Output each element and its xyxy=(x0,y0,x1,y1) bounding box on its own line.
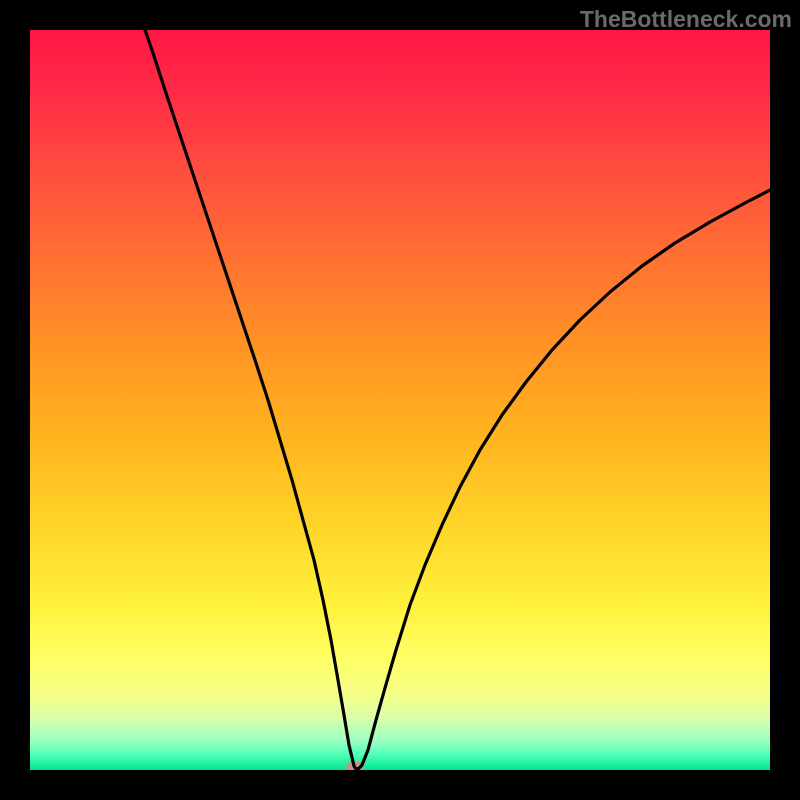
chart-container: TheBottleneck.com xyxy=(0,0,800,800)
plot-background xyxy=(30,30,770,770)
watermark-text: TheBottleneck.com xyxy=(580,6,792,33)
bottleneck-chart xyxy=(0,0,800,800)
